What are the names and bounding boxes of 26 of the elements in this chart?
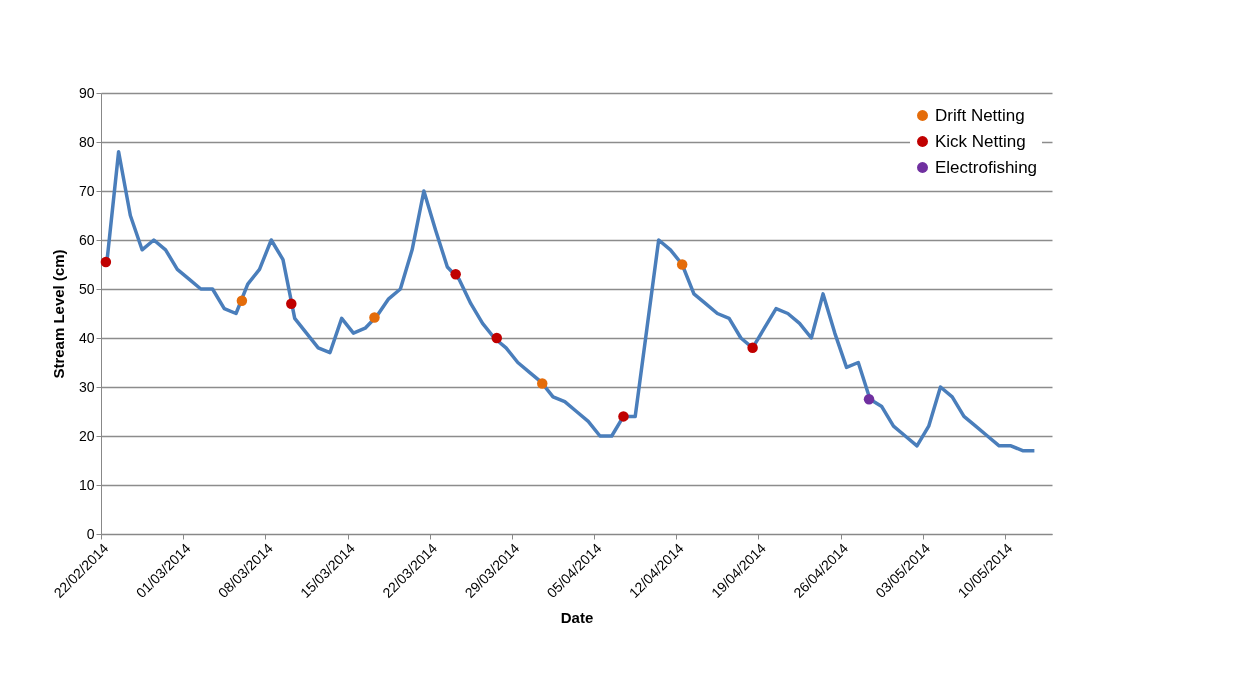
y-tick-label: 80 [78, 133, 95, 150]
legend-label: Electrofishing [935, 157, 1038, 177]
y-tick-label: 90 [78, 84, 95, 101]
legend-label: Drift Netting [935, 105, 1025, 125]
y-tick-label: 70 [78, 182, 95, 199]
point [618, 411, 629, 422]
y-tick-label: 10 [78, 476, 95, 493]
point [236, 295, 248, 306]
y-tick-label: 60 [78, 231, 95, 248]
point [491, 332, 502, 344]
point [537, 378, 548, 389]
y-tick-label: 40 [78, 329, 95, 346]
y-tick-label: 20 [78, 427, 95, 444]
y-tick-label: 50 [78, 280, 95, 297]
x-axis-title: Date [560, 608, 594, 626]
y-tick-label: 0 [86, 525, 95, 542]
point [369, 312, 380, 323]
y-axis-title: Stream Level (cm) [49, 249, 67, 379]
point [676, 259, 688, 270]
point [863, 394, 875, 405]
y-tick-label: 30 [78, 378, 95, 395]
legend-label: Kick Netting [935, 131, 1026, 151]
point [747, 342, 758, 354]
point [450, 269, 461, 280]
point [286, 298, 297, 309]
point [100, 256, 112, 268]
